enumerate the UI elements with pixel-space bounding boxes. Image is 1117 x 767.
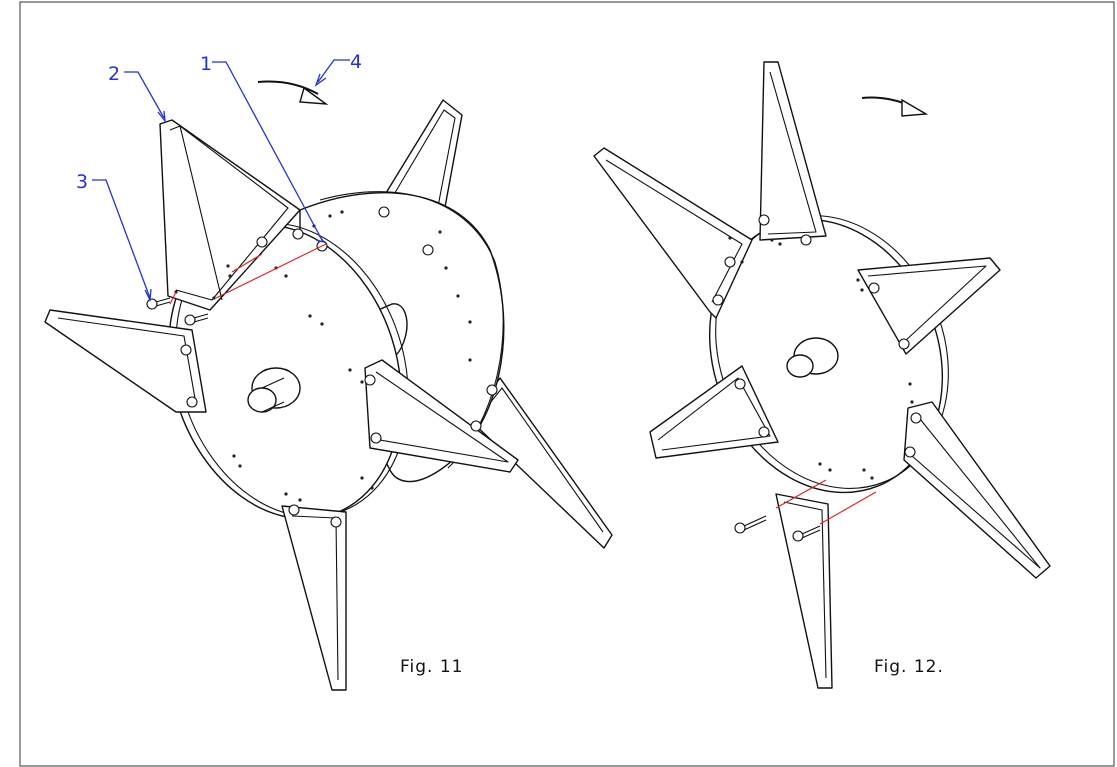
fig11-loose-bolts [146,297,209,326]
front-blade-top-edge [179,125,223,301]
fig12-detached-blade-inner [783,501,827,679]
fig12-loose-bolts [734,515,821,542]
callout-1-number: 1 [200,53,212,75]
callout-2-leader [124,71,165,119]
fig11-bolt-heads [180,206,498,528]
front-blade-top-inner [169,125,289,301]
bolt-part-3 [146,298,158,310]
fig11-alignment-lines [169,243,327,305]
front-blade-left [44,309,207,413]
fig12-loose-bolt-a-thread [743,515,767,531]
fig12-rotation-arrow [861,96,929,117]
fig12-loose-bolt-b-thread [801,525,821,539]
rear-blade-top-right-inner [385,109,456,249]
fig12-blade-upper-left-inner [605,159,743,303]
fig11-mounting-holes [174,210,472,502]
fig12-detached-blade [775,493,833,689]
front-blade-right-inner [375,371,509,463]
fig12-shaft-end [786,354,814,378]
fig12-blade-right [857,257,1001,355]
fig12-mounting-holes [728,236,914,480]
callout-3-number: 3 [76,171,88,193]
figure-12-rotor: Fig. 12. [593,61,1051,689]
shaft-body [261,377,285,413]
shaft-end [247,387,277,413]
fig12-blade-upper-left [593,147,753,319]
figure-11-label: Fig. 11 [400,657,464,677]
bolt-second-thread [193,313,209,323]
rear-disc-rim [319,191,504,469]
callout-1-leader [212,61,323,241]
drawing-frame [19,1,1115,767]
bolt-part-3-thread [155,297,171,307]
callout-3-leader [92,179,151,299]
fig11-rotation-arrow [257,80,329,105]
figure-12-label: Fig. 12. [874,657,944,677]
figure-11-rotor: Fig. 11 [44,80,613,691]
callout-2-number: 2 [108,63,120,85]
fig12-blade-lower-left [649,365,779,459]
callouts: 1 2 3 4 [76,51,362,303]
front-blade-top [159,119,301,311]
fig12-bolt-heads [712,214,922,458]
front-blade-left-inner [57,317,197,405]
fig12-alignment-lines [775,479,877,525]
callout-4-number: 4 [350,51,362,73]
callout-4-leader [317,59,350,83]
fig12-blade-lower-right-inner [911,413,1041,569]
fig12-blade-lower-left-inner [657,377,771,451]
fig12-blade-top-inner [767,71,817,235]
front-blade-bottom [281,505,347,691]
fig12-blade-right-inner [867,265,987,343]
